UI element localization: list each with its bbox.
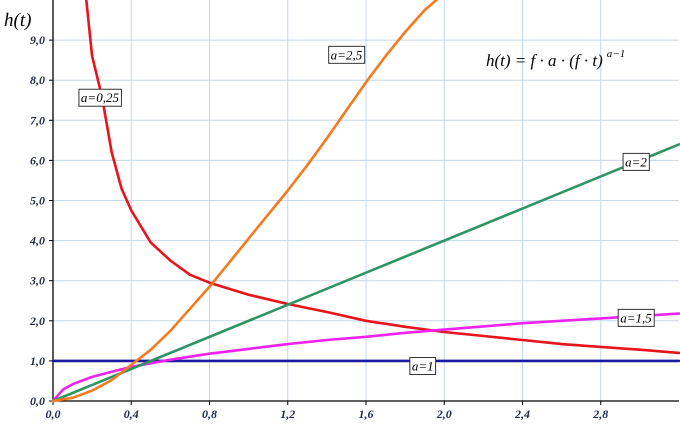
grid	[53, 0, 679, 401]
y-tick-label: 4,0	[29, 234, 45, 248]
y-tick-label: 8,0	[30, 73, 45, 87]
series-tag: a=1	[409, 357, 437, 376]
y-tick-label: 3,0	[29, 274, 45, 288]
y-axis-label: h(t)	[4, 10, 31, 31]
series-tag-text: a=2	[625, 154, 647, 169]
series-line-a-2	[51, 143, 680, 403]
y-tick-label: 0,0	[30, 394, 45, 408]
series-tag-text: a=1	[412, 359, 434, 374]
x-tick-labels: 0,0 0,4 0,8 1,2 1,6 2,0 2,4 2,8	[46, 401, 608, 421]
series-tag-box	[622, 152, 650, 171]
formula-exponent: a−1	[607, 48, 625, 60]
series-tag-box	[328, 45, 366, 64]
x-tick-label: 0,4	[124, 407, 139, 421]
series-tags: a=0,25 a=2,5 a=2 a=1,5 a=1	[78, 45, 655, 376]
series-tag: a=1,5	[617, 308, 655, 327]
y-tick-labels: 0,0 1,0 2,0 3,0 4,0 5,0 6,0 7,0 8,0 9,0	[29, 33, 53, 408]
series-line-a-1-5	[51, 312, 680, 403]
x-tick-label: 2,4	[514, 407, 530, 421]
y-tick-label: 1,0	[30, 354, 45, 368]
series-tag: a=2,5	[328, 45, 366, 64]
series-tag-text: a=2,5	[331, 47, 363, 62]
formula: h(t) = f · a · (f · t) a−1	[486, 48, 625, 70]
y-tick-label: 5,0	[30, 194, 45, 208]
series-tag-box	[409, 357, 437, 376]
series-tag-box	[617, 308, 655, 327]
series	[51, 0, 680, 403]
x-tick-label: 2,0	[436, 407, 452, 421]
y-tick-label: 9,0	[30, 33, 45, 47]
y-tick-label: 7,0	[30, 113, 45, 127]
x-tick-label: 0,8	[202, 407, 217, 421]
x-tick-label: 1,2	[280, 407, 295, 421]
series-tag-text: a=0,25	[81, 90, 120, 105]
x-tick-label: 0,0	[46, 407, 61, 421]
series-tag-box	[78, 88, 122, 107]
series-tag: a=2	[622, 152, 650, 171]
y-tick-label: 6,0	[30, 153, 45, 167]
formula-lhs: h(t) =	[486, 51, 531, 70]
formula-body: f · a · (f · t)	[531, 51, 604, 70]
series-line-a-2-5	[51, 0, 438, 403]
x-tick-label: 1,6	[359, 407, 374, 421]
series-line-a-0-25	[85, 0, 680, 355]
y-tick-label: 2,0	[29, 314, 45, 328]
series-tag-text: a=1,5	[620, 310, 652, 325]
series-tag: a=0,25	[78, 88, 122, 107]
x-tick-label: 2,8	[592, 407, 608, 421]
